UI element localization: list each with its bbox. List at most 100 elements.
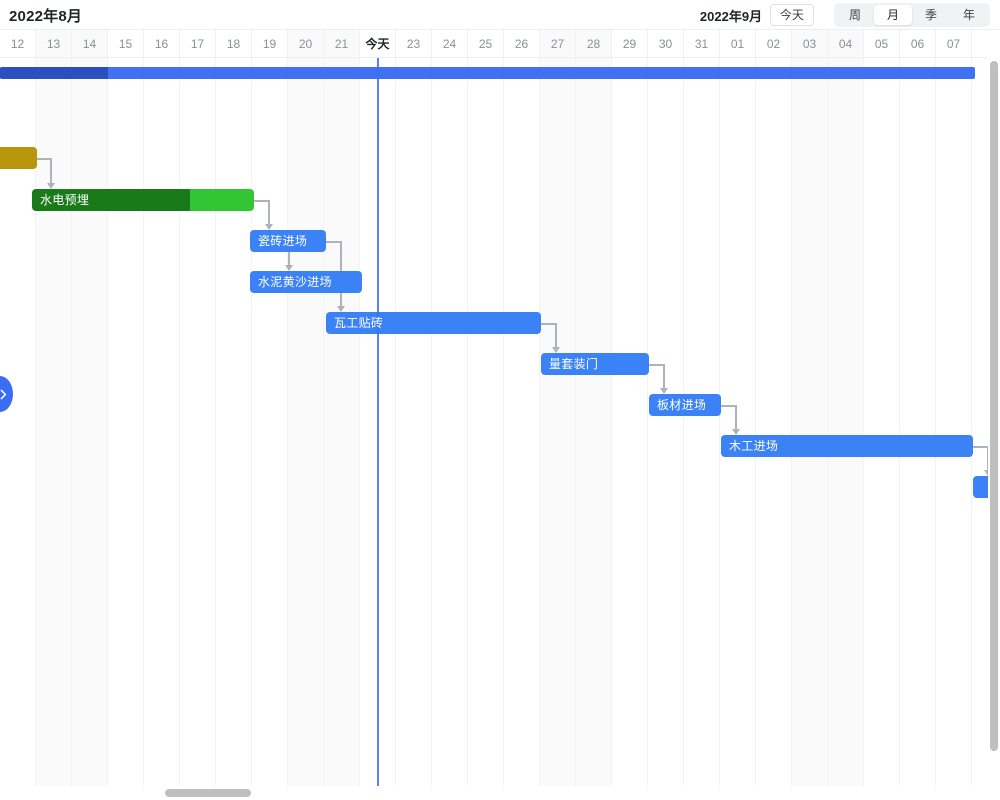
day-header-label: 19 xyxy=(262,36,277,51)
grid-column-12 xyxy=(432,58,468,792)
today-button[interactable]: 今天 xyxy=(769,4,814,26)
day-header-cell-1[interactable]: 13 xyxy=(36,30,72,57)
scale-option-3[interactable]: 年 xyxy=(962,8,975,22)
grid-column-23 xyxy=(828,58,864,792)
task-bar-8[interactable]: 木工进场 xyxy=(721,435,973,457)
day-header-label: 30 xyxy=(658,36,673,51)
grid-column-22 xyxy=(792,58,828,792)
day-header-label: 27 xyxy=(550,36,565,51)
grid-column-24 xyxy=(864,58,900,792)
toolbar: 2022年8月 2022年9月 今天 周月季 年 xyxy=(0,0,1000,30)
scale-option-1[interactable]: 月 xyxy=(873,5,912,25)
grid-column-26 xyxy=(936,58,972,792)
grid-column-25 xyxy=(900,58,936,792)
day-header-label: 20 xyxy=(298,36,313,51)
day-header-cell-12[interactable]: 24 xyxy=(432,30,468,57)
day-header-cell-8[interactable]: 20 xyxy=(288,30,324,57)
grid-column-10 xyxy=(360,58,396,792)
grid-column-8 xyxy=(288,58,324,792)
day-header-label: 17 xyxy=(190,36,205,51)
day-header-label: 14 xyxy=(82,36,97,51)
scale-option-0[interactable]: 周 xyxy=(848,8,861,22)
grid-column-3 xyxy=(108,58,144,792)
task-bar-1[interactable] xyxy=(0,147,37,169)
day-header-label: 06 xyxy=(910,36,925,51)
vertical-scrollbar-thumb[interactable] xyxy=(990,61,998,751)
day-header-cell-20[interactable]: 01 xyxy=(720,30,756,57)
day-header-cell-15[interactable]: 27 xyxy=(540,30,576,57)
toolbar-right-controls: 2022年9月 今天 周月季 年 xyxy=(700,0,996,30)
day-header-cell-4[interactable]: 16 xyxy=(144,30,180,57)
grid-column-20 xyxy=(720,58,756,792)
today-marker-line xyxy=(377,58,379,792)
day-header-cell-17[interactable]: 29 xyxy=(612,30,648,57)
timeline-day-header: 12 13 14 15 16 17 18 19 20 21 今天 23 24 25 26 27 28 29 30 31… xyxy=(0,30,988,63)
day-header-cell-2[interactable]: 14 xyxy=(72,30,108,57)
day-header-cell-14[interactable]: 26 xyxy=(504,30,540,57)
day-header-cell-19[interactable]: 31 xyxy=(684,30,720,57)
day-header-cell-13[interactable]: 25 xyxy=(468,30,504,57)
task-bar-label: 水泥黄沙进场 xyxy=(258,275,332,289)
task-bar-6[interactable]: 量套装门 xyxy=(541,353,649,375)
task-bar-label: 板材进场 xyxy=(657,398,707,412)
day-header-cell-5[interactable]: 17 xyxy=(180,30,216,57)
grid-column-13 xyxy=(468,58,504,792)
task-bar-2[interactable]: 水电预埋 xyxy=(32,189,254,211)
grid-column-21 xyxy=(756,58,792,792)
day-header-cell-0[interactable]: 12 xyxy=(0,30,36,57)
day-header-cell-23[interactable]: 04 xyxy=(828,30,864,57)
gantt-canvas[interactable]: 水电预埋瓷砖进场水泥黄沙进场瓦工贴砖量套装门板材进场木工进场 xyxy=(0,58,988,792)
vertical-scrollbar[interactable] xyxy=(988,58,1000,792)
day-header-label: 25 xyxy=(478,36,493,51)
day-header-label: 05 xyxy=(874,36,889,51)
day-header-cell-24[interactable]: 05 xyxy=(864,30,900,57)
day-header-cell-25[interactable]: 06 xyxy=(900,30,936,57)
day-header-cell-9[interactable]: 21 xyxy=(324,30,360,57)
day-header-cell-18[interactable]: 30 xyxy=(648,30,684,57)
task-bar-3[interactable]: 瓷砖进场 xyxy=(250,230,326,252)
day-header-label: 21 xyxy=(334,36,349,51)
day-header-label: 今天 xyxy=(365,37,390,51)
task-bar-5[interactable]: 瓦工贴砖 xyxy=(326,312,541,334)
grid-column-1 xyxy=(36,58,72,792)
grid-column-14 xyxy=(504,58,540,792)
day-header-label: 29 xyxy=(622,36,637,51)
day-header-label: 12 xyxy=(10,36,25,51)
grid-column-16 xyxy=(576,58,612,792)
task-bar-0[interactable] xyxy=(0,67,975,79)
grid-column-0 xyxy=(0,58,36,792)
day-header-cell-26[interactable]: 07 xyxy=(936,30,972,57)
task-bar-label: 水电预埋 xyxy=(40,193,90,207)
day-header-label: 03 xyxy=(802,36,817,51)
grid-column-2 xyxy=(72,58,108,792)
day-header-cell-3[interactable]: 15 xyxy=(108,30,144,57)
grid-columns xyxy=(0,58,988,792)
day-header-cell-21[interactable]: 02 xyxy=(756,30,792,57)
day-header-cell-7[interactable]: 19 xyxy=(252,30,288,57)
grid-column-6 xyxy=(216,58,252,792)
scrollbar-corner xyxy=(988,786,1000,800)
task-bar-label: 量套装门 xyxy=(549,357,599,371)
task-progress-fill xyxy=(0,147,37,169)
task-bar-4[interactable]: 水泥黄沙进场 xyxy=(250,271,362,293)
task-bar-label: 木工进场 xyxy=(729,439,779,453)
day-header-cell-11[interactable]: 23 xyxy=(396,30,432,57)
task-bar-9[interactable] xyxy=(973,476,988,498)
day-header-label: 01 xyxy=(730,36,745,51)
horizontal-scrollbar-thumb[interactable] xyxy=(165,789,251,797)
day-header-label: 13 xyxy=(46,36,61,51)
horizontal-scrollbar[interactable] xyxy=(0,786,988,800)
task-progress-fill xyxy=(0,67,108,79)
day-header-label: 24 xyxy=(442,36,457,51)
grid-column-9 xyxy=(324,58,360,792)
grid-column-5 xyxy=(180,58,216,792)
task-bar-7[interactable]: 板材进场 xyxy=(649,394,721,416)
sidebar-expand-button[interactable] xyxy=(0,376,13,412)
day-header-cell-10[interactable]: 今天 xyxy=(360,30,396,63)
scale-option-2[interactable]: 季 xyxy=(924,8,937,22)
day-header-cell-22[interactable]: 03 xyxy=(792,30,828,57)
day-header-cell-16[interactable]: 28 xyxy=(576,30,612,57)
day-header-cell-6[interactable]: 18 xyxy=(216,30,252,57)
grid-column-4 xyxy=(144,58,180,792)
